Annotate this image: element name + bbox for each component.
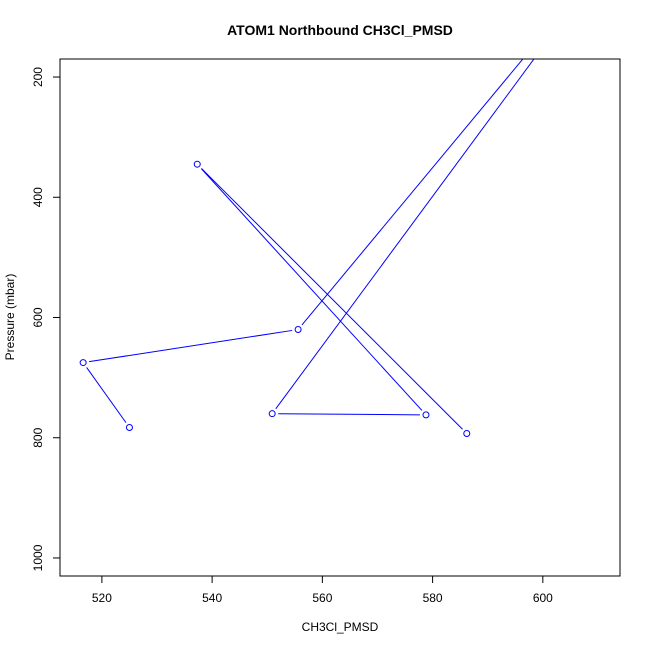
- data-point: [268, 410, 276, 418]
- y-tick-label: 800: [31, 427, 45, 447]
- x-axis: 520 540 560 580 600: [92, 575, 553, 605]
- data-point: [422, 411, 430, 419]
- x-tick-label: 540: [202, 591, 222, 605]
- data-point: [125, 424, 133, 432]
- data-point: [294, 326, 302, 334]
- y-tick-label: 1000: [31, 544, 45, 571]
- chart-title: ATOM1 Northbound CH3Cl_PMSD: [227, 22, 453, 38]
- series-segment: [275, 59, 535, 410]
- data-point: [463, 430, 471, 438]
- data-point: [79, 359, 87, 367]
- data-point: [193, 160, 201, 168]
- x-axis-title: CH3Cl_PMSD: [302, 620, 379, 634]
- series-segment: [278, 413, 420, 416]
- x-tick-label: 520: [92, 591, 112, 605]
- series-segment: [301, 59, 524, 326]
- y-axis-title: Pressure (mbar): [3, 274, 17, 361]
- y-tick-label: 200: [31, 67, 45, 87]
- series-segment: [200, 168, 423, 411]
- series-segment: [86, 367, 127, 423]
- x-tick-label: 560: [312, 591, 332, 605]
- y-axis: 200 400 600 800 1000: [31, 67, 61, 571]
- y-tick-label: 600: [31, 307, 45, 327]
- y-tick-label: 400: [31, 187, 45, 207]
- series-segment: [201, 168, 463, 430]
- series-segment: [89, 329, 293, 363]
- x-tick-label: 580: [423, 591, 443, 605]
- plot-frame: [59, 58, 621, 577]
- x-tick-label: 600: [533, 591, 553, 605]
- series-layer: [79, 59, 535, 438]
